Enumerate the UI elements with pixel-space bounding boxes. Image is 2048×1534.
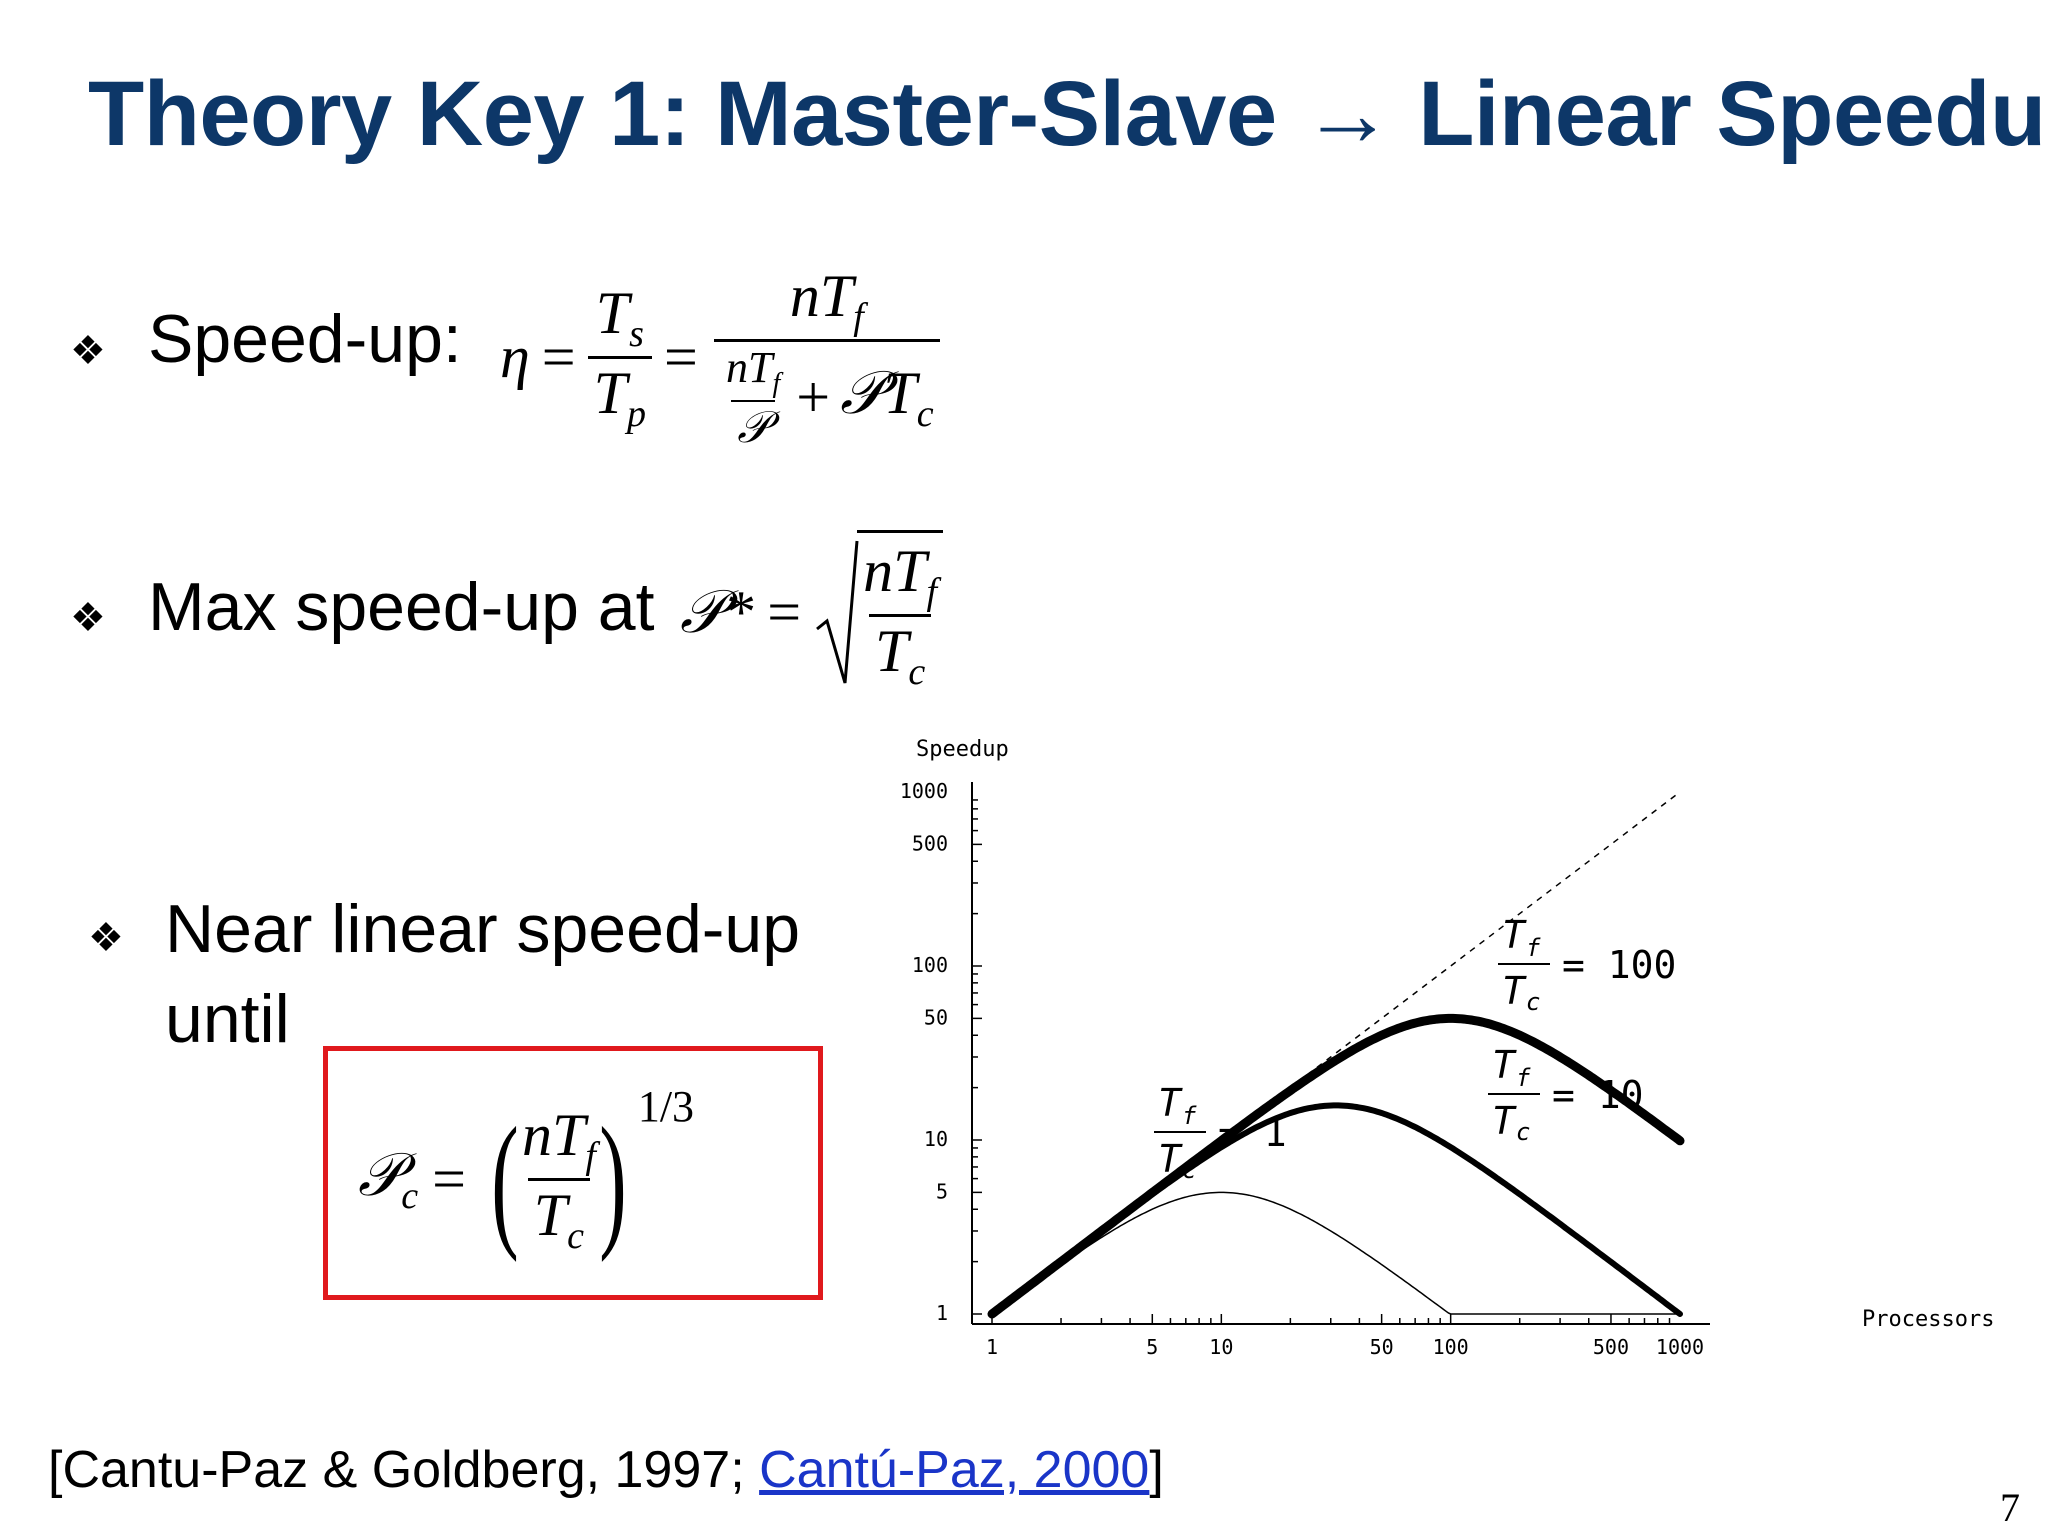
svg-text:c: c	[1182, 1156, 1196, 1184]
bullet-glyph-icon-2: ❖	[70, 596, 106, 640]
x-tick-label: 1000	[1656, 1335, 1704, 1359]
y-axis-label: Speedup	[916, 737, 1009, 762]
x-tick-label: 10	[1209, 1335, 1233, 1359]
x-tick-label: 100	[1433, 1335, 1469, 1359]
critical-processors-box: 𝒫c = ( nTf Tc ) 1/3	[323, 1046, 823, 1300]
x-tick-label: 5	[1146, 1335, 1158, 1359]
x-tick-label: 1	[986, 1335, 998, 1359]
y-tick-label: 1	[936, 1301, 948, 1325]
max-speedup-label: Max speed-up at	[148, 569, 655, 645]
series-line-10	[989, 1102, 1683, 1317]
y-tick-label: 100	[912, 953, 948, 977]
speedup-fraction: nTf nTf 𝒫 + 𝒫Tc	[710, 262, 944, 453]
near-linear-label-line1: Near linear speed-up	[165, 891, 801, 967]
svg-text:T: T	[1492, 1043, 1517, 1087]
equals-sign-2: =	[663, 323, 698, 390]
speedup-chart: Speedup Processors 1 5 10 50 100 500 100015105…	[900, 737, 1994, 1359]
svg-text:= 10: = 10	[1552, 1073, 1644, 1117]
equals-sign: =	[541, 323, 576, 390]
page-number: 7	[2000, 1485, 2020, 1530]
ts-over-tp: Ts Tp	[587, 279, 652, 436]
x-tick-label: 50	[1370, 1335, 1394, 1359]
svg-text:T: T	[1502, 969, 1527, 1013]
series-line-1	[991, 1191, 1681, 1315]
svg-text:c: c	[1526, 988, 1540, 1016]
slide-title: Theory Key 1: Master-Slave → Linear Spee…	[88, 63, 2048, 165]
critical-processors-formula: 𝒫c = ( nTf Tc ) 1/3	[358, 1082, 695, 1263]
citation-link[interactable]: Cantú-Paz, 2000	[759, 1441, 1150, 1499]
x-axis-label: Processors	[1862, 1307, 1994, 1332]
sqrt-symbol-icon	[815, 537, 859, 687]
citation-suffix: ]	[1149, 1441, 1164, 1499]
speedup-label: Speed-up:	[148, 301, 462, 377]
svg-text:f: f	[1526, 934, 1541, 962]
series-line-100	[987, 1013, 1685, 1319]
svg-text:= 1: = 1	[1218, 1111, 1287, 1155]
max-speedup-formula: 𝒫* = nTf Tc	[680, 530, 944, 694]
bullet-glyph-icon-3: ❖	[88, 916, 124, 960]
svg-text:T: T	[1502, 913, 1527, 957]
svg-text:T: T	[1158, 1081, 1183, 1125]
y-tick-label: 500	[912, 831, 948, 855]
y-tick-label: 10	[924, 1127, 948, 1151]
svg-text:T: T	[1492, 1099, 1517, 1143]
y-tick-label: 1000	[900, 779, 948, 803]
svg-text:f: f	[1182, 1102, 1197, 1130]
eta-symbol: η	[500, 323, 530, 390]
svg-text:f: f	[1516, 1064, 1531, 1092]
citation: [Cantu-Paz & Goldberg, 1997; Cantú-Paz, …	[48, 1440, 1164, 1500]
svg-text:c: c	[1516, 1118, 1530, 1146]
svg-text:= 100: = 100	[1562, 943, 1676, 987]
y-tick-label: 50	[924, 1005, 948, 1029]
bullet-glyph-icon: ❖	[70, 329, 106, 373]
speedup-formula: η = Ts Tp = nTf nTf 𝒫 + 𝒫Tc	[500, 262, 944, 453]
near-linear-label-line2: until	[165, 981, 290, 1057]
citation-prefix: [Cantu-Paz & Goldberg, 1997;	[48, 1441, 760, 1499]
x-tick-label: 500	[1593, 1335, 1629, 1359]
svg-text:T: T	[1158, 1137, 1183, 1181]
y-tick-label: 5	[936, 1179, 948, 1203]
